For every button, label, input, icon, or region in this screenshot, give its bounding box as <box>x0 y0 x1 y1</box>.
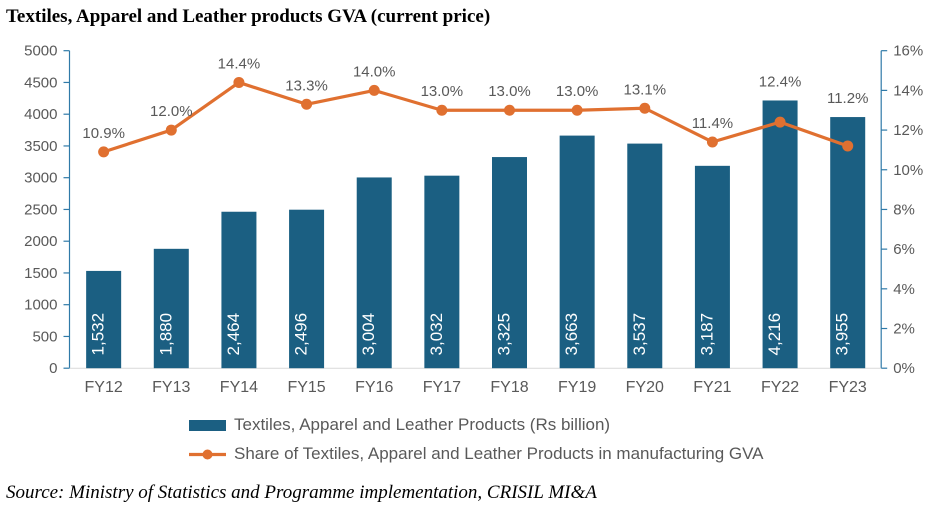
svg-text:10%: 10% <box>893 162 923 179</box>
svg-text:6%: 6% <box>893 241 915 258</box>
svg-text:3000: 3000 <box>24 170 57 187</box>
svg-text:4,216: 4,216 <box>765 313 784 356</box>
svg-text:14%: 14% <box>893 82 923 99</box>
svg-text:3,325: 3,325 <box>495 313 514 356</box>
svg-text:12.4%: 12.4% <box>759 73 802 90</box>
svg-text:3,955: 3,955 <box>833 313 852 356</box>
svg-text:FY22: FY22 <box>761 379 799 396</box>
svg-text:2%: 2% <box>893 321 915 338</box>
svg-text:FY21: FY21 <box>693 379 731 396</box>
svg-text:2000: 2000 <box>24 233 57 250</box>
svg-text:13.3%: 13.3% <box>285 77 328 94</box>
svg-text:FY13: FY13 <box>152 379 190 396</box>
svg-text:3,032: 3,032 <box>427 313 446 356</box>
svg-text:3,537: 3,537 <box>630 313 649 356</box>
svg-text:FY17: FY17 <box>423 379 461 396</box>
svg-text:4%: 4% <box>893 281 915 298</box>
svg-text:16%: 16% <box>893 43 923 60</box>
svg-text:3,004: 3,004 <box>359 313 378 356</box>
svg-text:12%: 12% <box>893 122 923 139</box>
svg-text:5000: 5000 <box>24 43 57 60</box>
svg-text:13.0%: 13.0% <box>488 83 531 100</box>
svg-text:4000: 4000 <box>24 106 57 123</box>
svg-text:3,187: 3,187 <box>697 313 716 356</box>
svg-text:FY15: FY15 <box>287 379 325 396</box>
svg-text:FY14: FY14 <box>220 379 258 396</box>
svg-text:11.4%: 11.4% <box>692 115 733 132</box>
svg-text:1,880: 1,880 <box>156 313 175 356</box>
svg-text:14.4%: 14.4% <box>218 55 261 72</box>
svg-text:2,464: 2,464 <box>224 313 243 356</box>
svg-text:500: 500 <box>32 328 57 345</box>
svg-text:2,496: 2,496 <box>292 313 311 356</box>
svg-text:FY18: FY18 <box>490 379 528 396</box>
svg-text:1,532: 1,532 <box>89 313 108 356</box>
svg-text:2500: 2500 <box>24 201 57 218</box>
svg-text:0%: 0% <box>893 360 915 377</box>
svg-text:FY16: FY16 <box>355 379 393 396</box>
svg-text:0: 0 <box>49 360 57 377</box>
svg-text:12.0%: 12.0% <box>150 103 193 120</box>
svg-text:11.2%: 11.2% <box>827 90 868 107</box>
svg-text:14.0%: 14.0% <box>353 63 396 80</box>
svg-text:FY23: FY23 <box>829 379 867 396</box>
svg-text:FY12: FY12 <box>85 379 123 396</box>
svg-text:8%: 8% <box>893 201 915 218</box>
svg-text:FY20: FY20 <box>626 379 664 396</box>
svg-text:1500: 1500 <box>24 265 57 282</box>
svg-text:1000: 1000 <box>24 297 57 314</box>
svg-text:13.0%: 13.0% <box>421 83 464 100</box>
svg-text:4500: 4500 <box>24 74 57 91</box>
svg-text:13.0%: 13.0% <box>556 83 599 100</box>
svg-text:3500: 3500 <box>24 138 57 155</box>
svg-text:3,663: 3,663 <box>562 313 581 356</box>
svg-text:FY19: FY19 <box>558 379 596 396</box>
svg-text:13.1%: 13.1% <box>624 81 667 98</box>
svg-text:10.9%: 10.9% <box>82 125 125 142</box>
